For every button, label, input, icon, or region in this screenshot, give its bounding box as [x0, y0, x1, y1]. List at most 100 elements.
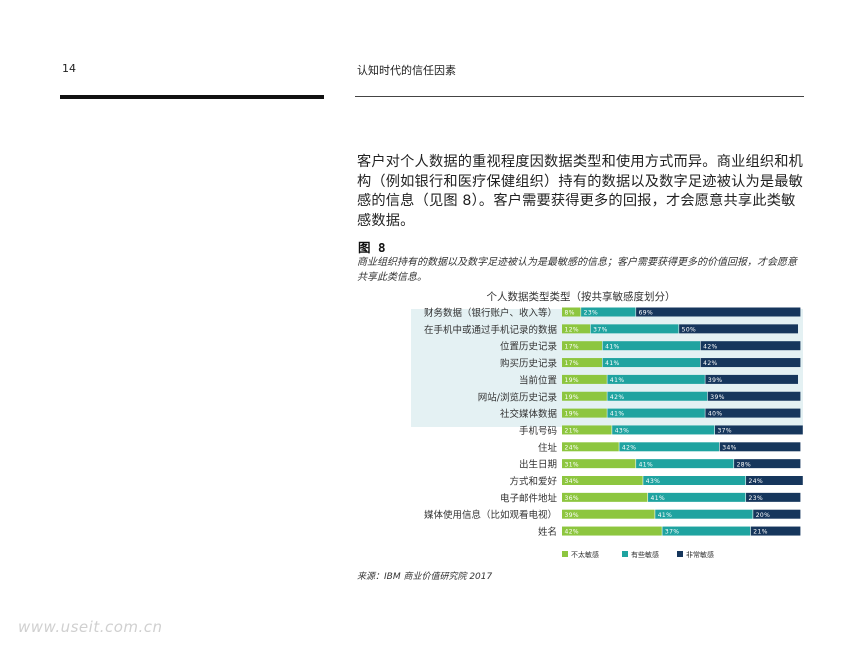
data-label: 12%	[565, 326, 580, 333]
data-label: 24%	[565, 444, 580, 451]
legend-label: 不太敏感	[571, 550, 599, 559]
data-label: 39%	[708, 377, 723, 384]
category-label: 住址	[538, 442, 558, 454]
bar-segment	[700, 358, 801, 368]
data-label: 34%	[722, 444, 737, 451]
bar-segment	[607, 374, 705, 384]
bar-segment	[679, 324, 799, 334]
bar-segment	[562, 526, 662, 536]
data-label: 24%	[749, 478, 764, 485]
bar-segment	[707, 391, 801, 401]
bar-segment	[636, 459, 734, 469]
legend-swatch	[677, 551, 683, 557]
data-label: 42%	[703, 360, 718, 367]
data-label: 8%	[565, 310, 575, 317]
bar-segment	[612, 425, 715, 435]
data-label: 41%	[658, 512, 673, 519]
bar-segment	[562, 341, 603, 351]
category-label: 电子邮件地址	[500, 492, 558, 504]
data-label: 31%	[565, 461, 580, 468]
bar-segment	[590, 324, 679, 334]
legend-swatch	[562, 551, 568, 557]
category-label: 财务数据（银行账户、收入等）	[424, 307, 557, 319]
data-label: 50%	[682, 326, 697, 333]
data-label: 17%	[565, 360, 580, 367]
category-label: 媒体使用信息（比如观看电视）	[424, 509, 557, 521]
body-paragraph: 客户对个人数据的重视程度因数据类型和使用方式而异。商业组织和机构（例如银行和医疗…	[357, 154, 804, 229]
bar-segment	[750, 526, 801, 536]
legend-label: 有些敏感	[631, 550, 659, 559]
bar-segment	[636, 307, 801, 317]
bar-segment	[619, 442, 720, 452]
category-label: 方式和爱好	[509, 476, 557, 488]
legend-swatch	[622, 551, 628, 557]
data-label: 41%	[610, 377, 625, 384]
bar-segment	[714, 425, 803, 435]
data-label: 41%	[651, 495, 666, 502]
category-label: 位置历史记录	[500, 341, 558, 353]
figure-source: 来源：IBM 商业价值研究院 2017	[357, 572, 493, 582]
header-rule-right	[355, 96, 804, 97]
bar-segment	[562, 425, 612, 435]
data-label: 21%	[565, 428, 580, 435]
data-label: 23%	[749, 495, 764, 502]
data-label: 19%	[565, 411, 580, 418]
bar-segment	[607, 391, 708, 401]
bar-segment	[753, 509, 801, 519]
data-label: 37%	[717, 428, 732, 435]
data-label: 42%	[703, 343, 718, 350]
data-label: 39%	[565, 512, 580, 519]
category-label: 社交媒体数据	[500, 408, 558, 420]
bar-segment	[746, 476, 803, 485]
data-label: 19%	[565, 377, 580, 384]
bar-segment	[719, 442, 801, 452]
bar-segment	[602, 341, 701, 351]
data-label: 21%	[753, 529, 768, 536]
data-label: 41%	[610, 411, 625, 418]
category-label: 在手机中或通过手机记录的数据	[424, 324, 558, 336]
category-label: 网站/浏览历史记录	[478, 391, 558, 403]
data-label: 43%	[615, 428, 630, 435]
bar-segment	[648, 492, 746, 502]
data-label: 43%	[646, 478, 661, 485]
data-label: 23%	[584, 310, 599, 317]
data-label: 41%	[605, 343, 620, 350]
bar-segment	[662, 526, 751, 536]
data-label: 42%	[610, 394, 625, 401]
bar-segment	[746, 492, 801, 502]
bar-segment	[562, 509, 655, 519]
running-title: 认知时代的信任因素	[357, 64, 456, 77]
bar-segment	[655, 509, 753, 519]
bar-segment	[734, 459, 801, 469]
data-label: 41%	[639, 461, 654, 468]
legend-label: 非常敏感	[686, 550, 714, 559]
bar-segment	[705, 374, 799, 384]
data-label: 19%	[565, 394, 580, 401]
bar-segment	[700, 341, 801, 351]
bar-segment	[562, 492, 648, 502]
data-label: 69%	[639, 310, 654, 317]
data-label: 42%	[565, 529, 580, 536]
bar-segment	[581, 307, 636, 317]
chart-title: 个人数据类型类型（按共享敏感度划分）	[486, 291, 676, 303]
data-label: 28%	[737, 461, 752, 468]
figure-caption: 商业组织持有的数据以及数字足迹被认为是最敏感的信息；客户需要获得更多的价值回报，…	[357, 257, 797, 283]
bar-segment	[562, 324, 591, 334]
bar-segment	[562, 358, 603, 368]
bar-segment	[562, 391, 607, 401]
data-label: 39%	[710, 394, 725, 401]
data-label: 36%	[565, 495, 580, 502]
bar-segment	[562, 442, 619, 452]
bar-segment	[643, 476, 746, 485]
category-label: 当前位置	[519, 374, 557, 386]
category-label: 购买历史记录	[500, 358, 558, 370]
bar-segment	[562, 459, 636, 469]
category-label: 手机号码	[519, 425, 557, 437]
data-label: 37%	[665, 529, 680, 536]
data-label: 17%	[565, 343, 580, 350]
data-label: 34%	[565, 478, 580, 485]
category-label: 姓名	[538, 526, 557, 538]
bar-segment	[562, 307, 581, 317]
header-rule-left	[60, 95, 324, 99]
